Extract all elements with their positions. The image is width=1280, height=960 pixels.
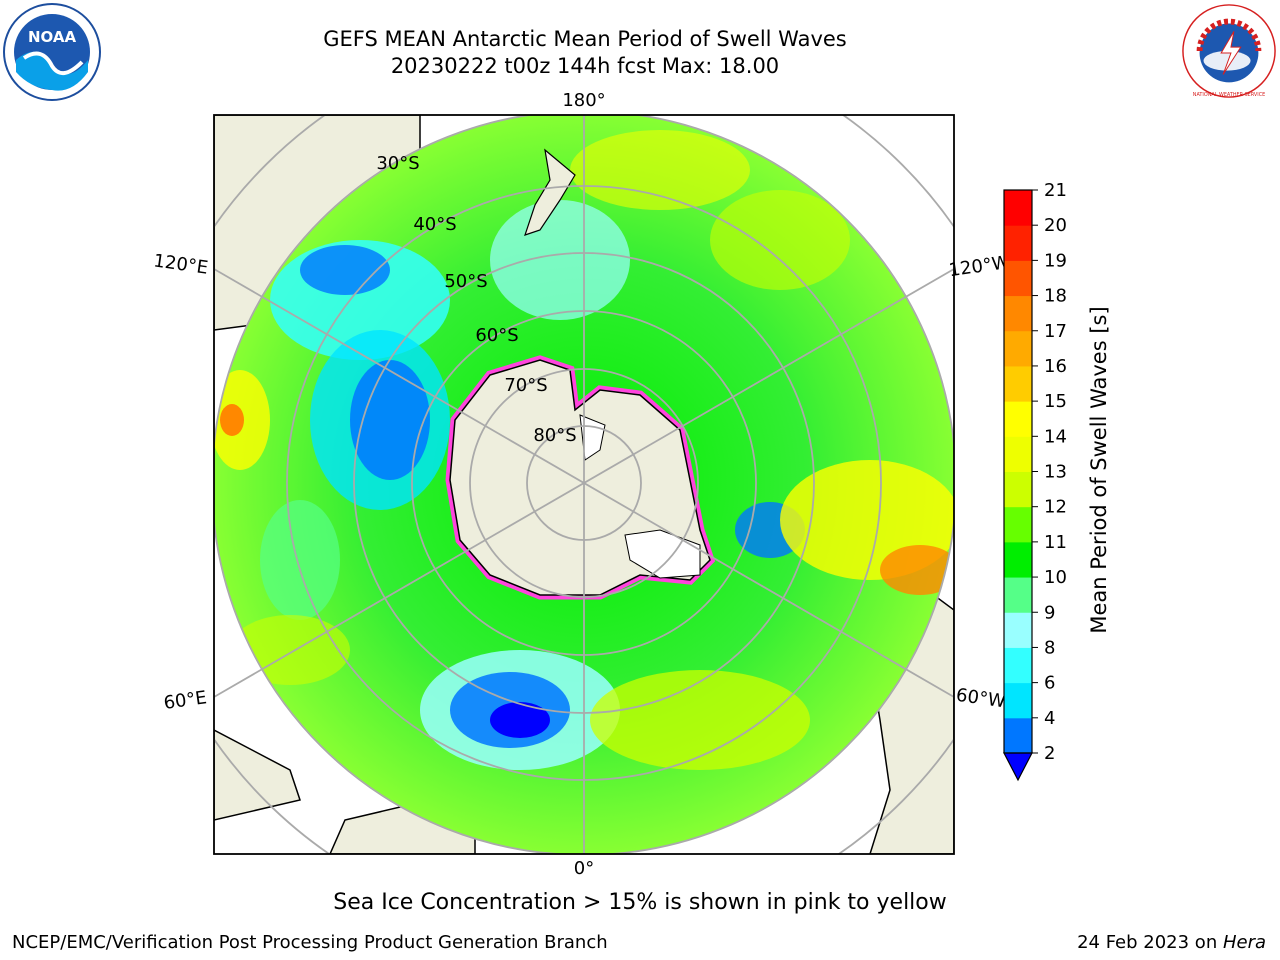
lon-label-0: 0° <box>574 858 594 879</box>
lat-label-60s: 60°S <box>475 325 518 346</box>
lon-label-60e: 60°E <box>162 687 208 714</box>
colorbar-segment <box>1004 295 1032 332</box>
colorbar-segment <box>1004 612 1032 648</box>
lat-label-80s: 80°S <box>533 425 576 446</box>
colorbar-segment <box>1004 541 1032 578</box>
colorbar-extend-arrow <box>1003 752 1033 782</box>
colorbar-segment <box>1004 506 1032 543</box>
colorbar-tick-label: 12 <box>1044 497 1067 518</box>
colorbar-tick-label: 14 <box>1044 426 1067 447</box>
lat-label-70s: 70°S <box>504 375 547 396</box>
colorbar-label: Mean Period of Swell Waves [s] <box>1087 306 1111 633</box>
lon-label-60w: 60°W <box>955 685 1007 713</box>
colorbar-tick-label: 17 <box>1044 321 1067 342</box>
sea-ice-caption: Sea Ice Concentration > 15% is shown in … <box>333 890 947 915</box>
colorbar-tick-label: 15 <box>1044 391 1067 412</box>
footer-right: 24 Feb 2023 on Hera <box>1077 932 1266 953</box>
colorbar-segment <box>1004 436 1032 472</box>
colorbar-tick-label: 18 <box>1044 286 1067 307</box>
lat-label-40s: 40°S <box>413 214 456 235</box>
colorbar: 2 4 6 8 9 10 11 12 13 14 15 16 17 18 19 20 21 <box>1003 180 1067 782</box>
colorbar-segment <box>1004 717 1032 754</box>
colorbar-segment <box>1004 682 1032 719</box>
colorbar-segment <box>1004 577 1032 613</box>
lon-label-120w: 120°W <box>947 252 1011 281</box>
colorbar-tick-label: 9 <box>1044 602 1055 623</box>
colorbar-tick-label: 16 <box>1044 356 1067 377</box>
nws-logo: NATIONAL WEATHER SERVICE <box>1181 3 1277 98</box>
graticule <box>214 115 954 854</box>
colorbar-tick-label: 19 <box>1044 250 1067 271</box>
footer-host: Hera <box>1222 932 1266 953</box>
colorbar-segment <box>1004 225 1032 261</box>
new-zealand-land <box>524 148 576 236</box>
chart-subtitle: 20230222 t00z 144h fcst Max: 18.00 <box>390 54 780 78</box>
colorbar-tick-label: 21 <box>1044 180 1067 201</box>
colorbar-tick-label: 10 <box>1044 567 1067 588</box>
colorbar-segment <box>1004 647 1032 684</box>
noaa-logo-text: NOAA <box>28 28 77 46</box>
map-frame <box>213 114 955 855</box>
colorbar-segment <box>1004 471 1032 508</box>
chart-title: GEFS MEAN Antarctic Mean Period of Swell… <box>323 27 847 51</box>
colorbar-tick-label: 4 <box>1044 708 1055 729</box>
madagascar-land <box>214 729 301 821</box>
lon-label-180: 180° <box>562 90 605 111</box>
colorbar-tick-label: 8 <box>1044 637 1055 658</box>
noaa-logo: NOAA <box>3 3 101 101</box>
colorbar-segment <box>1004 260 1032 297</box>
lat-label-50s: 50°S <box>444 271 487 292</box>
colorbar-segment <box>1004 365 1032 402</box>
colorbar-segment <box>1004 330 1032 367</box>
lon-label-120e: 120°E <box>152 250 209 278</box>
footer-date: 24 Feb 2023 on <box>1077 932 1223 953</box>
colorbar-tick-label: 11 <box>1044 532 1067 553</box>
colorbar-tick-label: 20 <box>1044 215 1067 236</box>
colorbar-tick-label: 2 <box>1044 743 1055 764</box>
colorbar-segment <box>1004 190 1032 226</box>
colorbar-tick-label: 6 <box>1044 673 1055 694</box>
lat-label-30s: 30°S <box>376 153 419 174</box>
footer-left: NCEP/EMC/Verification Post Processing Pr… <box>12 932 608 953</box>
colorbar-segment <box>1004 401 1032 437</box>
colorbar-tick-label: 13 <box>1044 462 1067 483</box>
nws-logo-text: NATIONAL WEATHER SERVICE <box>1193 92 1265 98</box>
